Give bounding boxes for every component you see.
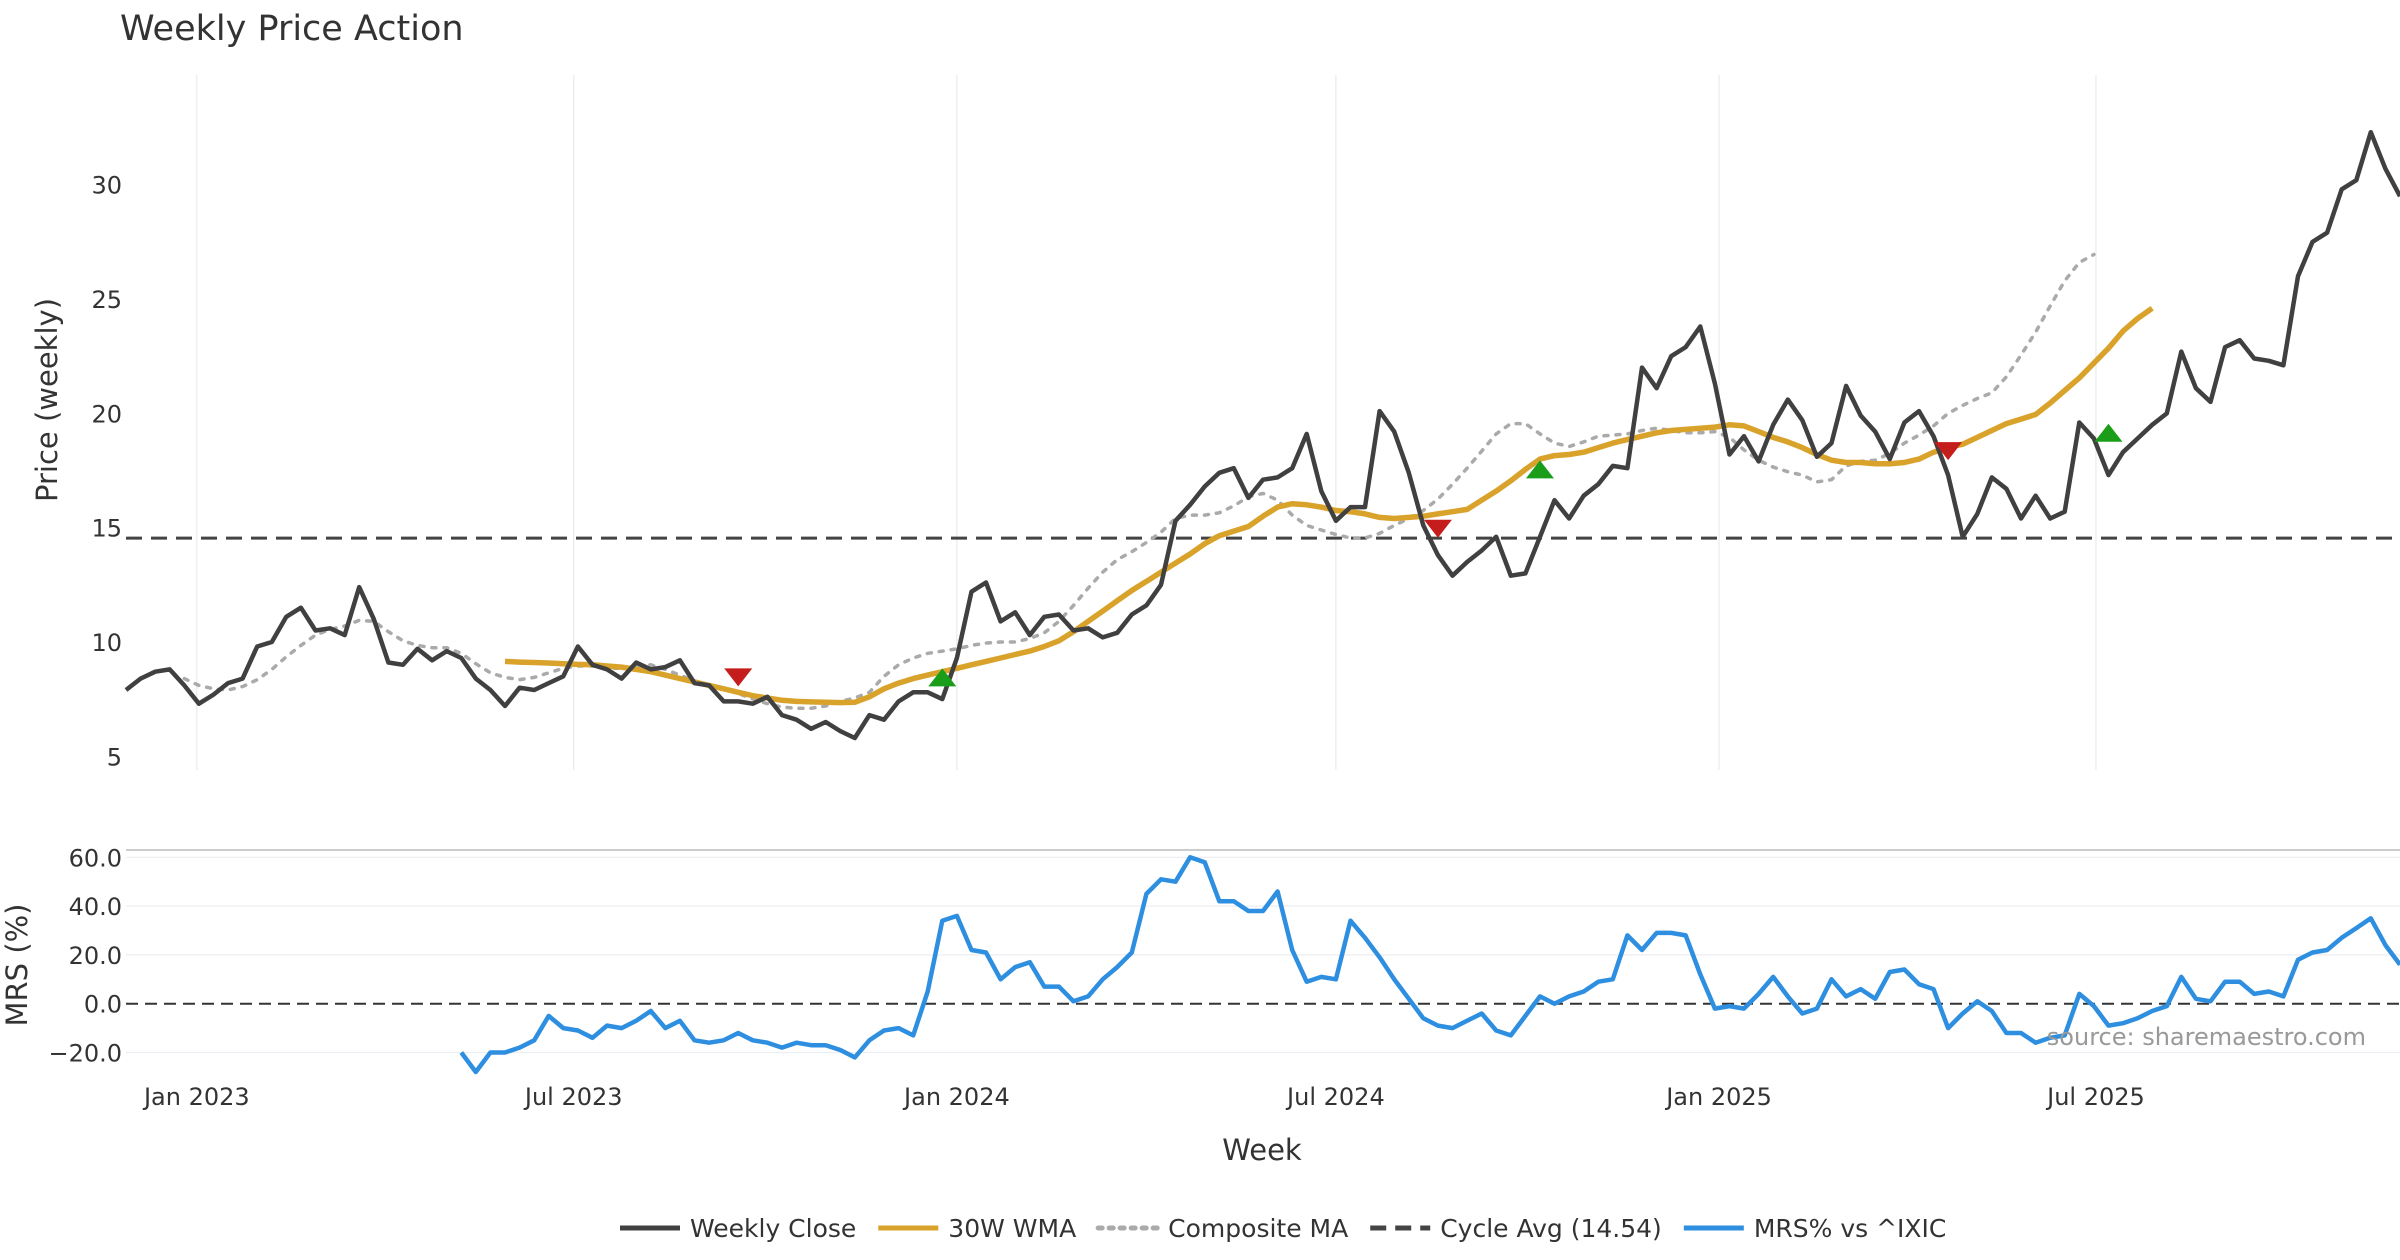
x-tick-label: Jul 2025 <box>2045 1083 2145 1111</box>
legend-item-weekly-close: Weekly Close <box>620 1214 856 1243</box>
mrs-y-tick-label: 0.0 <box>84 991 122 1019</box>
price-y-tick-label: 10 <box>91 629 122 657</box>
price-signals <box>724 423 2123 687</box>
x-tick-label: Jan 2023 <box>142 1083 250 1111</box>
price-y-tick-label: 5 <box>107 743 122 771</box>
price-panel: 5 10 15 20 25 30 Price (weekly) <box>30 75 2400 771</box>
mrs-panel: −20.0 0.0 20.0 40.0 60.0 MRS (%) source: sha… <box>0 844 2400 1075</box>
price-y-axis-title: Price (weekly) <box>30 298 64 502</box>
price-y-ticks: 5 10 15 20 25 30 <box>91 172 122 772</box>
x-tick-label: Jan 2024 <box>902 1083 1010 1111</box>
buy-signal-marker <box>1525 460 1554 479</box>
buy-signal-marker <box>2094 423 2123 442</box>
sell-signal-marker <box>1423 519 1452 538</box>
chart-title: Weekly Price Action <box>120 9 464 49</box>
legend-label: 30W WMA <box>948 1214 1076 1243</box>
legend-item-30w-wma: 30W WMA <box>878 1214 1076 1243</box>
legend-label: MRS% vs ^IXIC <box>1754 1214 1947 1243</box>
legend-item-mrs-vs-ixic: MRS% vs ^IXIC <box>1683 1214 1947 1243</box>
mrs-y-tick-label: 20.0 <box>69 942 122 970</box>
legend-item-composite-ma: Composite MA <box>1095 1214 1348 1243</box>
series-mrs-vs-ixic <box>459 855 2400 1075</box>
mrs-y-tick-label: 40.0 <box>69 893 122 921</box>
sell-signal-marker <box>1934 442 1963 461</box>
sell-signal-marker <box>724 668 753 687</box>
mrs-y-tick-label: −20.0 <box>48 1039 122 1067</box>
x-tick-label: Jan 2025 <box>1664 1083 1772 1111</box>
legend-label: Cycle Avg (14.54) <box>1440 1214 1662 1243</box>
legend: Weekly Close 30W WMA Composite MA Cycle Avg… <box>620 1214 1946 1243</box>
mrs-y-axis-title: MRS (%) <box>0 904 34 1027</box>
mrs-y-tick-label: 60.0 <box>69 844 122 872</box>
series-composite-ma <box>182 252 2096 711</box>
price-y-tick-label: 15 <box>91 515 122 543</box>
buy-signal-marker <box>928 668 957 687</box>
x-axis-ticks: Jan 2023 Jul 2023 Jan 2024 Jul 2024 Jan 2025… <box>142 1083 2145 1111</box>
mrs-y-ticks: −20.0 0.0 20.0 40.0 60.0 <box>48 844 122 1067</box>
price-gridlines <box>196 75 2097 770</box>
source-note: source: sharemaestro.com <box>2047 1023 2366 1051</box>
x-axis-title: Week <box>1222 1133 1302 1167</box>
series-weekly-close <box>124 129 2400 741</box>
legend-item-cycle-avg-14-54: Cycle Avg (14.54) <box>1370 1214 1662 1243</box>
x-tick-label: Jul 2024 <box>1285 1083 1385 1111</box>
price-series <box>124 129 2400 741</box>
legend-label: Composite MA <box>1168 1214 1348 1243</box>
price-y-tick-label: 20 <box>91 400 122 428</box>
mrs-series <box>459 855 2400 1075</box>
legend-label: Weekly Close <box>690 1214 856 1243</box>
price-y-tick-label: 25 <box>91 286 122 314</box>
price-y-tick-label: 30 <box>91 172 122 200</box>
x-tick-label: Jul 2023 <box>523 1083 623 1111</box>
